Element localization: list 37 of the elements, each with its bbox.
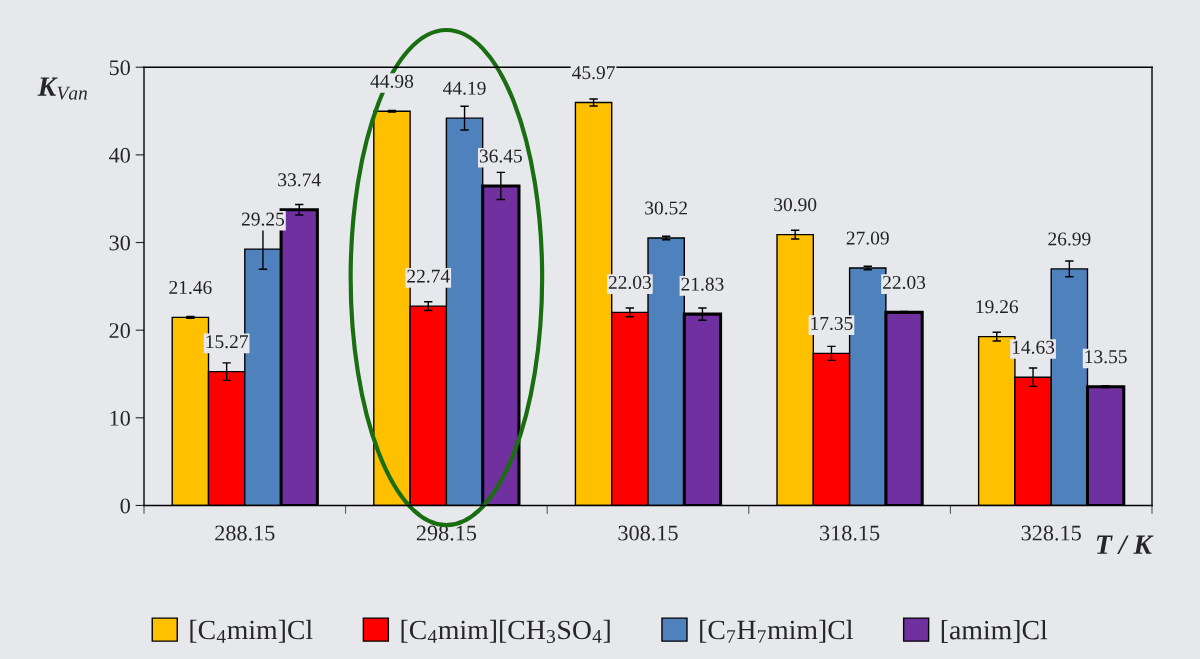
data-label: 33.74	[278, 173, 321, 187]
data-label: 13.55	[1085, 350, 1127, 364]
x-tick-label: 328.15	[1021, 525, 1081, 541]
legend-label: [amim]Cl	[941, 619, 1048, 643]
data-label: 36.45	[479, 149, 522, 163]
data-label: 15.27	[206, 335, 248, 349]
legend-label: [C$_{7}$H$_{7}$mim]Cl	[700, 619, 853, 643]
data-label: 21.83	[681, 277, 724, 291]
y-tick-label: 10	[110, 410, 130, 426]
data-label: 14.63	[1012, 340, 1055, 354]
data-label: 45.97	[572, 66, 615, 80]
data-label: 30.52	[645, 201, 687, 215]
y-tick-label: 30	[109, 235, 130, 251]
x-tick-label: 318.15	[820, 525, 880, 541]
x-tick-label: 288.15	[215, 525, 275, 541]
data-label: 22.03	[883, 275, 926, 290]
legend-label: [C$_{4}$mim]Cl	[190, 619, 313, 643]
data-label: 29.25	[241, 212, 285, 226]
y-tick-label: 40	[109, 147, 130, 163]
y-tick-label: 0	[120, 498, 130, 514]
data-label: 44.19	[443, 81, 486, 95]
x-tick-label: 298.15	[416, 525, 477, 541]
data-label: 26.99	[1048, 232, 1091, 246]
legend-label: [C$_{4}$mim][CH$_{3}$SO$_{4}$]	[401, 619, 610, 644]
y-tick-label: 20	[109, 323, 130, 339]
data-label: 19.26	[976, 300, 1019, 314]
y-axis-title: K$_{Van}$	[37, 77, 87, 100]
data-label: 21.46	[169, 280, 212, 295]
data-label: 17.35	[811, 316, 853, 331]
data-label: 30.90	[774, 198, 817, 212]
data-label: 27.09	[846, 231, 889, 245]
y-tick-label: 50	[109, 60, 130, 76]
data-label: 22.03	[608, 275, 651, 290]
x-axis-title: T / K	[1096, 535, 1154, 555]
data-label: 22.74	[407, 269, 450, 283]
x-tick-label: 308.15	[618, 525, 678, 541]
data-label: 44.98	[370, 74, 414, 88]
